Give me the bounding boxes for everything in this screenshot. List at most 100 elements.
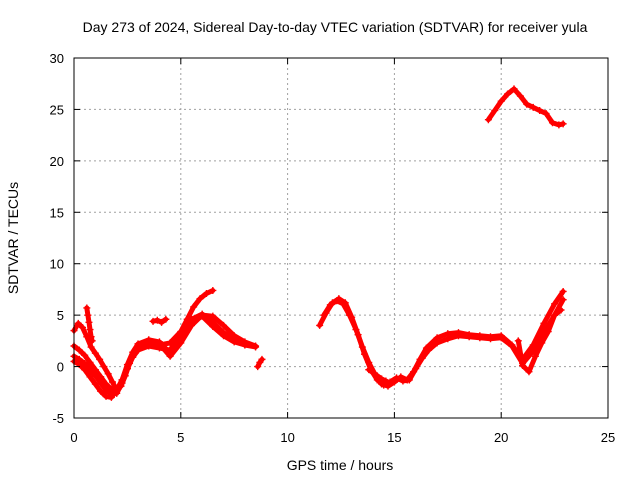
y-tick-label: -5 xyxy=(52,411,64,426)
plot-frame xyxy=(73,57,609,419)
data-point xyxy=(220,332,228,340)
series-track-d xyxy=(70,311,260,398)
series-trace xyxy=(71,312,259,397)
data-point xyxy=(187,321,195,329)
y-tick-label: 10 xyxy=(50,257,64,272)
y-tick-label: 25 xyxy=(50,102,64,117)
data-point xyxy=(339,300,347,308)
data-point xyxy=(508,341,516,349)
data-point xyxy=(531,352,539,360)
data-point xyxy=(444,330,452,338)
data-point xyxy=(484,116,492,124)
data-point xyxy=(529,103,537,111)
data-point xyxy=(416,355,424,363)
y-axis-label: SDTVAR / TECUs xyxy=(5,182,21,294)
data-point xyxy=(559,120,567,128)
data-point xyxy=(75,355,83,363)
data-point xyxy=(403,376,411,384)
series-track-l xyxy=(514,306,565,376)
data-point xyxy=(476,332,484,340)
data-point xyxy=(373,372,381,380)
data-point xyxy=(514,337,522,345)
data-point xyxy=(548,119,556,127)
y-tick-label: 20 xyxy=(50,154,64,169)
data-point xyxy=(209,312,217,320)
data-point xyxy=(100,363,108,371)
series-track-g xyxy=(254,355,266,371)
data-point xyxy=(559,296,567,304)
data-point xyxy=(86,326,94,334)
data-point xyxy=(536,106,544,114)
data-point xyxy=(410,368,418,376)
data-point xyxy=(84,311,92,319)
data-point xyxy=(107,390,115,398)
x-tick-label: 5 xyxy=(177,430,184,445)
data-point xyxy=(75,346,83,354)
data-point xyxy=(557,306,565,314)
gridlines xyxy=(74,58,608,418)
data-point xyxy=(529,341,537,349)
y-tick-label: 15 xyxy=(50,205,64,220)
data-point xyxy=(397,373,405,381)
data-point xyxy=(158,318,166,326)
data-point xyxy=(497,97,505,105)
data-point xyxy=(91,380,99,388)
data-point xyxy=(87,343,95,351)
data-point xyxy=(190,303,198,311)
data-point xyxy=(519,362,527,370)
data-point xyxy=(551,300,559,308)
y-tick-label: 5 xyxy=(57,308,64,323)
data-point xyxy=(241,338,249,346)
data-point xyxy=(369,369,377,377)
data-point xyxy=(145,342,153,350)
data-point xyxy=(525,368,533,376)
data-point xyxy=(81,359,89,367)
series-track-i xyxy=(320,287,567,390)
series-trace xyxy=(321,289,566,389)
data-layer xyxy=(70,85,567,401)
data-point xyxy=(134,343,142,351)
data-point xyxy=(88,337,96,345)
chart-title: Day 273 of 2024, Sidereal Day-to-day VTE… xyxy=(83,19,588,35)
series-track-e xyxy=(83,304,96,345)
data-point xyxy=(504,90,512,98)
data-point xyxy=(544,328,552,336)
data-point xyxy=(86,373,94,381)
data-point xyxy=(96,355,104,363)
x-tick-label: 15 xyxy=(387,430,401,445)
data-point xyxy=(559,287,567,295)
data-point xyxy=(386,379,394,387)
data-point xyxy=(209,286,217,294)
data-point xyxy=(465,331,473,339)
y-tick-label: 30 xyxy=(50,51,64,66)
data-point xyxy=(149,317,157,325)
data-point xyxy=(118,379,126,387)
data-point xyxy=(79,323,87,331)
data-point xyxy=(209,322,217,330)
data-point xyxy=(497,332,505,340)
data-point xyxy=(510,85,518,93)
data-point xyxy=(254,363,262,371)
data-point xyxy=(86,358,94,366)
data-point xyxy=(523,100,531,108)
data-point xyxy=(422,344,430,352)
axis-ticks: 0 5 10 15 20 25 -5 0 5 10 15 20 25 30 xyxy=(50,51,616,445)
data-point xyxy=(83,304,91,312)
data-point xyxy=(102,392,110,400)
series-track-k xyxy=(484,85,567,129)
data-point xyxy=(252,342,260,350)
data-point xyxy=(153,316,161,324)
data-point xyxy=(491,106,499,114)
data-point xyxy=(258,355,266,363)
data-point xyxy=(365,366,373,374)
data-point xyxy=(166,352,174,360)
data-point xyxy=(198,311,206,319)
data-point xyxy=(542,110,550,118)
data-point xyxy=(202,290,210,298)
data-point xyxy=(177,339,185,347)
data-point xyxy=(346,311,354,319)
data-point xyxy=(316,321,324,329)
data-point xyxy=(91,349,99,357)
data-point xyxy=(365,358,373,366)
